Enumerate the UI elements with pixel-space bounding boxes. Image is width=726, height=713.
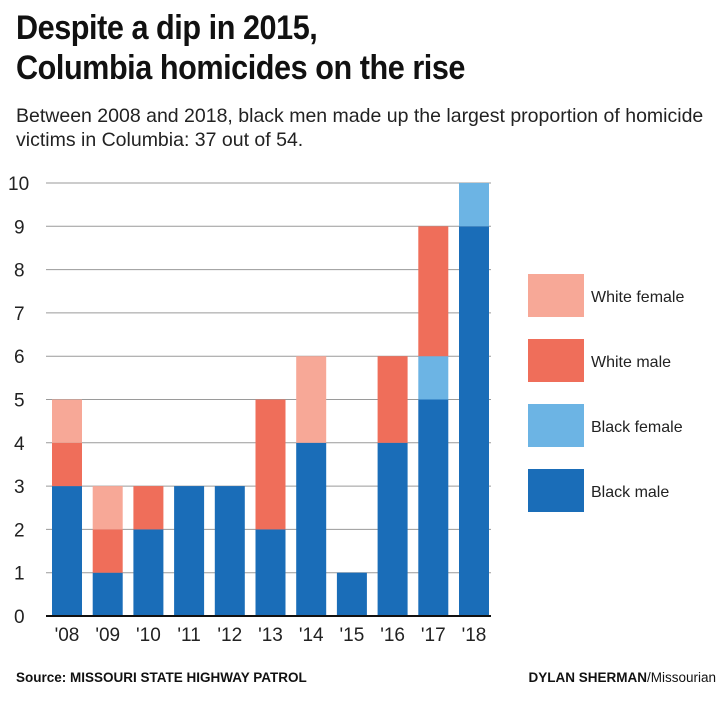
y-tick-label: 2 (14, 520, 25, 541)
bar-segment (92, 486, 123, 530)
y-tick-label: 10 (8, 174, 29, 195)
y-tick-label: 9 (14, 217, 25, 238)
x-tick-label: '15 (340, 625, 365, 646)
y-tick-label: 1 (14, 564, 25, 585)
credit: DYLAN SHERMAN/Missourian (528, 670, 716, 685)
bar-segment (52, 486, 82, 616)
x-tick-label: '14 (299, 625, 324, 646)
bar-segment (255, 399, 286, 530)
x-tick-label: '17 (421, 625, 446, 646)
source-note: Source: MISSOURI STATE HIGHWAY PATROL (16, 670, 307, 685)
chart-title: Despite a dip in 2015, Columbia homicide… (16, 8, 718, 88)
x-tick-label: '08 (55, 625, 80, 646)
bar-segment (418, 399, 449, 616)
legend-label: White female (591, 289, 684, 306)
legend-label: Black female (591, 419, 683, 436)
bar-segment (377, 442, 408, 616)
x-tick-label: '18 (462, 625, 487, 646)
bar-segment (92, 529, 123, 573)
y-tick-label: 7 (14, 304, 25, 325)
chart-subtitle: Between 2008 and 2018, black men made up… (16, 105, 704, 151)
y-tick-label: 0 (14, 607, 25, 628)
title-line-1: Despite a dip in 2015, (16, 9, 318, 47)
bar-segment (52, 399, 82, 443)
bar-segment (92, 572, 123, 616)
y-tick-label: 8 (14, 261, 25, 282)
credit-name: DYLAN SHERMAN (528, 670, 647, 685)
bar-segment (133, 486, 164, 530)
bar-segment (459, 183, 489, 227)
title-line-2: Columbia homicides on the rise (16, 49, 465, 87)
legend-swatch (528, 274, 584, 317)
bar-segment (336, 572, 367, 616)
legend-swatch (528, 404, 584, 447)
bar-segment (377, 356, 408, 443)
x-tick-label: '12 (217, 625, 242, 646)
bar-segment (459, 226, 489, 617)
bar-segment (133, 529, 164, 616)
legend-swatch (528, 339, 584, 382)
bar-segment (296, 442, 327, 616)
x-tick-label: '16 (380, 625, 405, 646)
y-tick-label: 3 (14, 477, 25, 498)
y-tick-label: 5 (14, 391, 25, 412)
x-tick-label: '11 (177, 625, 200, 646)
bar-segment (255, 529, 286, 616)
y-tick-label: 4 (14, 434, 25, 455)
legend-swatch (528, 469, 584, 512)
x-tick-label: '10 (136, 625, 161, 646)
x-tick-label: '13 (258, 625, 283, 646)
y-tick-label: 6 (14, 347, 25, 368)
bar-segment (214, 486, 245, 616)
bar-segment (52, 442, 82, 487)
bar-segment (418, 226, 449, 357)
bar-segment (296, 356, 327, 443)
legend-label: Black male (591, 484, 669, 501)
credit-org: /Missourian (646, 670, 716, 685)
bar-segment (174, 486, 205, 616)
legend-label: White male (591, 354, 671, 371)
x-tick-label: '09 (95, 625, 120, 646)
bar-segment (418, 356, 449, 400)
